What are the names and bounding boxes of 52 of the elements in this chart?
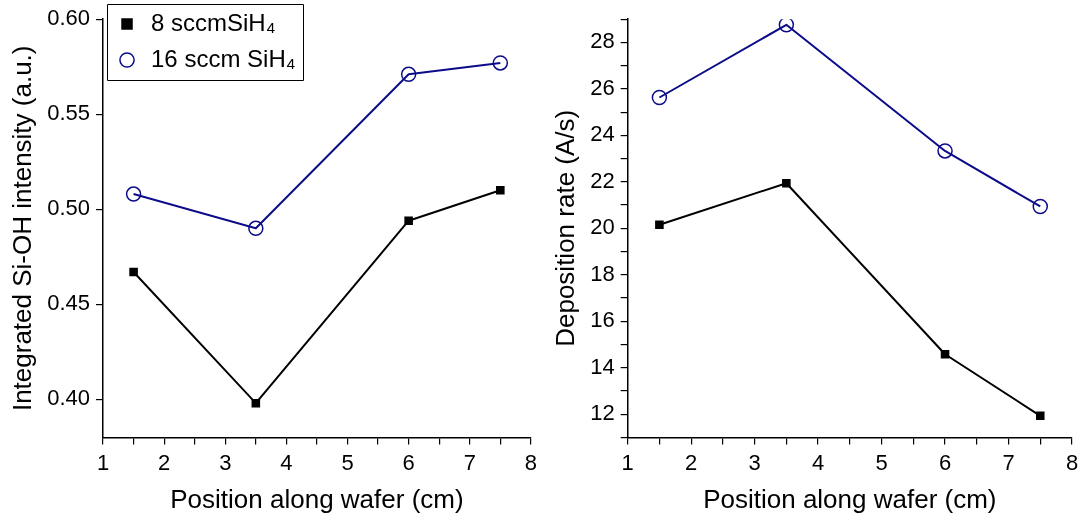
x-tick-label: 1 xyxy=(621,449,634,475)
x-tick-label: 6 xyxy=(402,449,415,475)
point xyxy=(404,216,413,225)
y-axis-title: Integrated Si-OH intensity (a.u.) xyxy=(6,45,37,412)
y-tick-label: 0.55 xyxy=(47,100,91,126)
y-tick-label: 16 xyxy=(590,307,615,333)
x-axis-title: Position along wafer (cm) xyxy=(170,483,464,514)
x-tick-label: 8 xyxy=(524,449,538,475)
point xyxy=(655,220,664,230)
x-tick-label: 2 xyxy=(685,449,698,475)
x-tick-label: 3 xyxy=(748,449,761,475)
point xyxy=(940,349,950,359)
point xyxy=(248,220,264,237)
y-tick-label: 26 xyxy=(590,74,615,100)
x-tick-label: 7 xyxy=(1002,449,1015,475)
point xyxy=(937,143,953,159)
x-tick-label: 4 xyxy=(811,449,825,475)
point xyxy=(492,55,509,71)
point xyxy=(251,398,261,408)
x-tick-label: 7 xyxy=(463,449,476,475)
point xyxy=(782,178,791,188)
x-tick-label: 3 xyxy=(219,449,232,475)
x-tick-label: 1 xyxy=(96,449,110,475)
y-tick-label: 0.60 xyxy=(47,5,91,31)
x-tick-label: 2 xyxy=(158,449,171,475)
x-tick-label: 4 xyxy=(280,449,293,475)
x-axis-title: Position along wafer (cm) xyxy=(703,483,997,514)
y-tick-label: 18 xyxy=(590,260,615,286)
point xyxy=(778,19,795,33)
point xyxy=(400,66,417,83)
y-tick-label: 20 xyxy=(590,214,615,240)
point xyxy=(496,186,505,195)
point xyxy=(129,267,138,277)
y-tick-label: 0.50 xyxy=(47,195,91,221)
x-tick-label: 5 xyxy=(875,449,888,475)
y-tick-label: 24 xyxy=(590,121,615,147)
x-tick-label: 6 xyxy=(938,449,952,475)
y-tick-label: 14 xyxy=(590,353,615,379)
legend-label: 16 sccm SiH₄ xyxy=(151,44,296,72)
legend-label: 8 sccmSiH₄ xyxy=(151,8,276,36)
point xyxy=(125,186,142,202)
y-axis-title: Deposition rate (A/s) xyxy=(549,109,580,347)
x-tick-label: 8 xyxy=(1065,449,1079,475)
y-tick-label: 22 xyxy=(590,167,615,193)
y-tick-label: 28 xyxy=(590,28,615,54)
point xyxy=(1032,198,1049,215)
y-tick-label: 0.45 xyxy=(47,290,91,316)
x-tick-label: 5 xyxy=(341,449,354,475)
point xyxy=(1035,411,1045,421)
y-tick-label: 12 xyxy=(590,400,615,426)
point xyxy=(651,89,668,106)
y-tick-label: 0.40 xyxy=(47,385,91,411)
